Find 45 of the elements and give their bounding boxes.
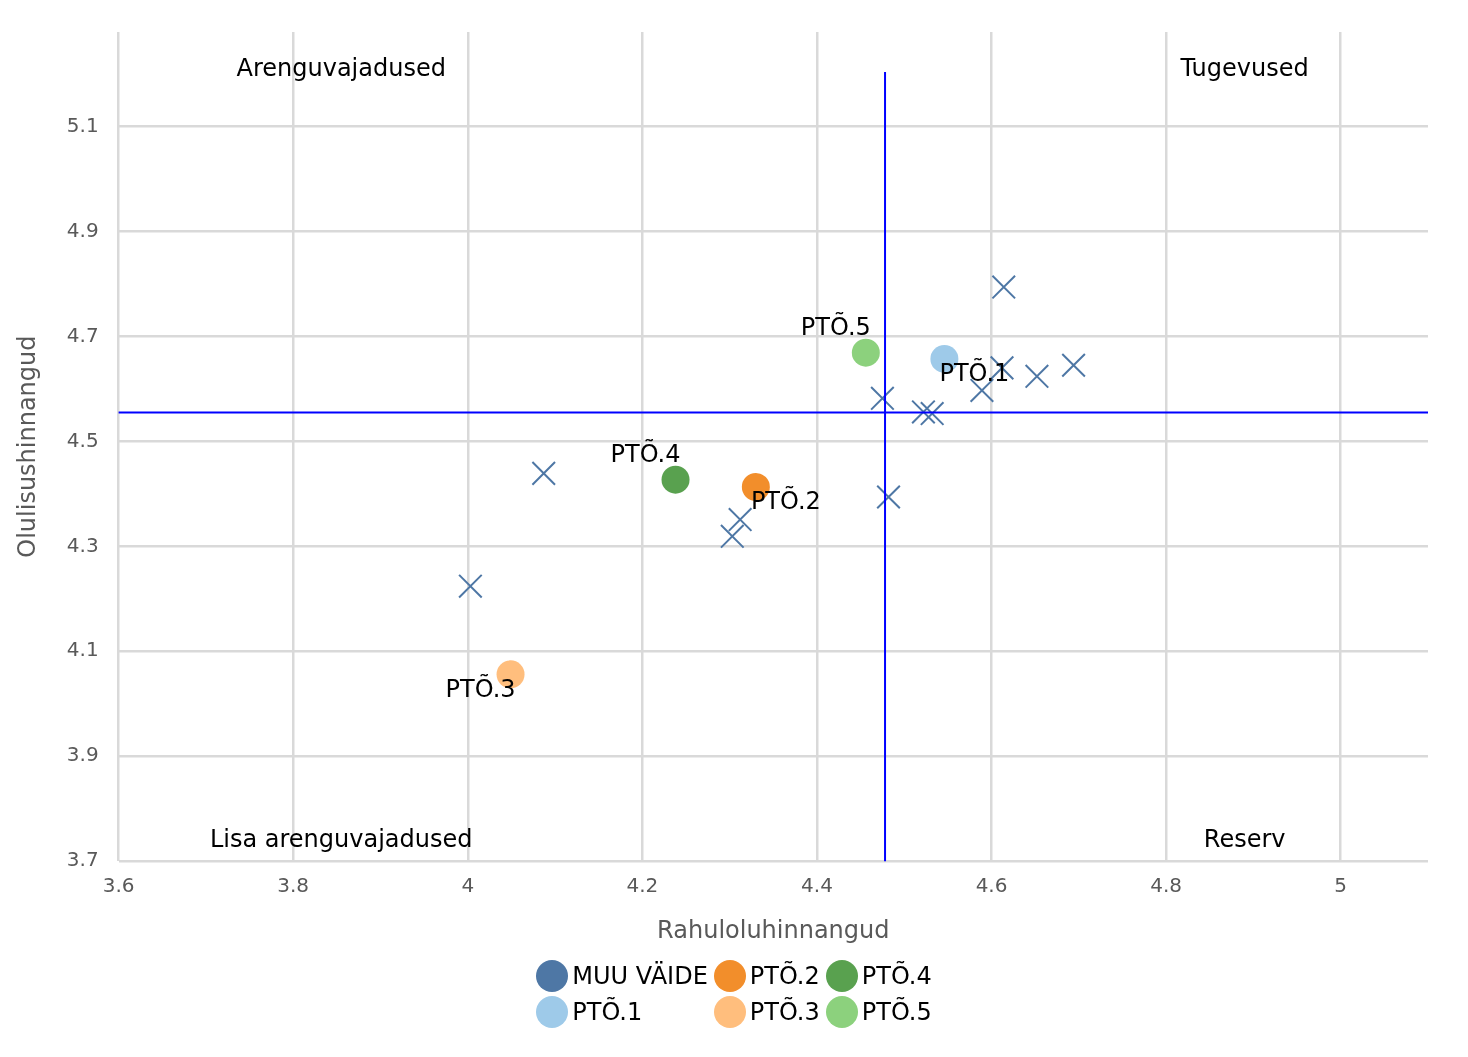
y-tick-label: 4.5 [66, 427, 99, 452]
text: PTÕ.4 [610, 439, 681, 468]
point [870, 386, 895, 411]
point [1061, 352, 1086, 378]
annotation: Lisa arenguvajadused [209, 824, 473, 853]
point [661, 465, 690, 494]
y-tick-label: 4.3 [66, 532, 99, 557]
legend-label: MUU VÄIDE [572, 962, 708, 990]
y-tick-label: 4.7 [66, 322, 99, 347]
point [458, 573, 483, 599]
text: PTÕ.2 [750, 487, 821, 516]
x-tick-label: 4 [461, 873, 475, 898]
x-tick-label: 5 [1334, 873, 1348, 898]
x-tick-label: 4.4 [801, 873, 833, 898]
text: PTÕ.5 [800, 312, 871, 341]
x-tick-label: 4.8 [1150, 873, 1183, 898]
text: PTÕ.3 [445, 674, 516, 703]
x-tick-label: 4.6 [975, 873, 1008, 898]
y-tick-label: 4.1 [66, 637, 99, 662]
legend-label: PTÕ.5 [861, 998, 932, 1026]
annotation: Arenguvajadused [236, 53, 446, 82]
x-tick-label: 4.2 [626, 873, 659, 898]
legend-label: PTÕ.2 [749, 962, 820, 990]
annotation: Reserv [1203, 824, 1286, 853]
point [719, 524, 745, 549]
point [919, 401, 945, 426]
annotation: Tugevused [1179, 53, 1309, 82]
x-tick-label: 3.8 [277, 873, 310, 898]
y-tick-label: 3.9 [66, 742, 99, 767]
point [727, 507, 753, 532]
point [1024, 363, 1050, 389]
point [911, 399, 936, 425]
point [531, 461, 557, 486]
point [991, 274, 1017, 300]
y-tick-label: 3.7 [66, 847, 99, 872]
legend-label: PTÕ.3 [749, 998, 820, 1026]
legend-label: PTÕ.4 [861, 962, 932, 990]
y-axis-title: Olulisushinnangud [12, 335, 41, 558]
y-tick-label: 4.9 [66, 217, 99, 242]
x-tick-label: 3.6 [102, 873, 135, 898]
point [851, 338, 880, 367]
legend-label: PTÕ.1 [572, 998, 643, 1026]
x-axis-title: Rahuloluhinnangud [657, 915, 890, 944]
y-tick-label: 5.1 [66, 112, 99, 137]
point [876, 484, 901, 510]
